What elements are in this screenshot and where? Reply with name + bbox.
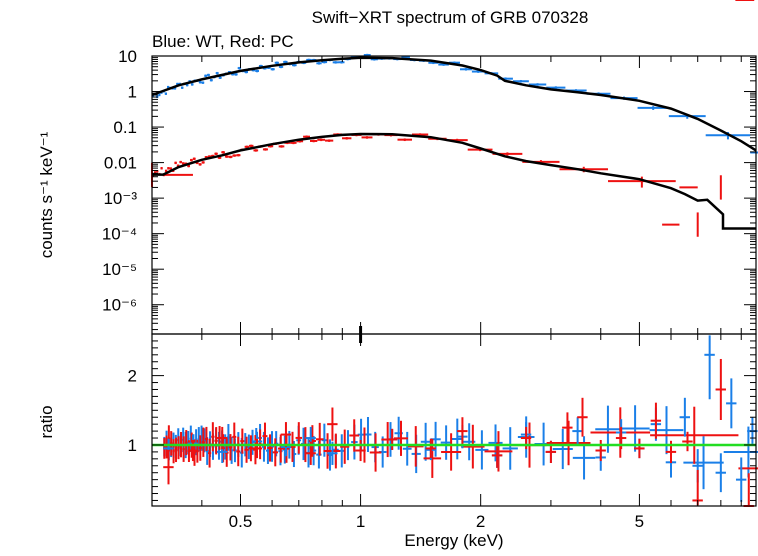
series-pc	[152, 133, 676, 188]
chart-subtitle: Blue: WT, Red: PC	[152, 32, 294, 51]
spectrum-axis-ticks	[151, 55, 756, 343]
ratio-y-tick-label: 1	[128, 436, 137, 455]
ratio-y-tick-label: 2	[128, 367, 137, 386]
energy-x-tick-label: 5	[635, 512, 644, 531]
spectrum-y-tick-label: 10⁻⁵	[102, 260, 137, 279]
ratio-y-axis-label: ratio	[37, 405, 56, 438]
chart-title: Swift−XRT spectrum of GRB 070328	[312, 8, 589, 27]
spectrum-tick-labels: 10 1 0.1 0.01 10⁻³ 10⁻⁴ 10⁻⁵ 10⁻⁶	[102, 47, 138, 315]
spectrum-y-tick-label: 0.01	[104, 154, 137, 173]
pc-sparse-bin	[679, 175, 722, 200]
spectrum-panel: 10 1 0.1 0.01 10⁻³ 10⁻⁴ 10⁻⁵ 10⁻⁶ counts s⁻¹ ke…	[37, 0, 758, 343]
spectrum-frame	[151, 55, 757, 335]
spectrum-y-tick-label: 0.1	[113, 118, 137, 137]
ratio-tick-labels: 1 2 0.5 1 2 5	[128, 367, 645, 531]
spectrum-plot-area	[151, 0, 758, 237]
spectrum-y-tick-label: 1	[128, 83, 137, 102]
energy-x-tick-label: 1	[356, 512, 365, 531]
spectrum-y-tick-label: 10⁻⁶	[102, 296, 137, 315]
spectrum-y-axis-label: counts s⁻¹ keV⁻¹	[37, 131, 56, 258]
energy-x-tick-label: 2	[476, 512, 485, 531]
pc-model-line	[151, 132, 756, 230]
pc-sparse-bin	[662, 212, 699, 237]
ratio-key-points-wt	[163, 335, 758, 502]
spectrum-y-tick-label: 10⁻⁴	[102, 225, 137, 244]
ratio-plot-area	[152, 335, 758, 507]
wt-model-line	[151, 56, 757, 152]
spectrum-y-tick-label: 10	[118, 47, 137, 66]
energy-x-tick-label: 0.5	[229, 512, 253, 531]
ratio-frame	[151, 333, 757, 507]
energy-x-axis-label: Energy (keV)	[404, 531, 503, 550]
spectrum-y-tick-label: 10⁻³	[103, 189, 137, 208]
ratio-series-wt	[163, 405, 758, 490]
ratio-axis-ticks	[151, 334, 756, 506]
ratio-panel: 1 2 0.5 1 2 5 ratio Energy (keV)	[37, 333, 758, 550]
